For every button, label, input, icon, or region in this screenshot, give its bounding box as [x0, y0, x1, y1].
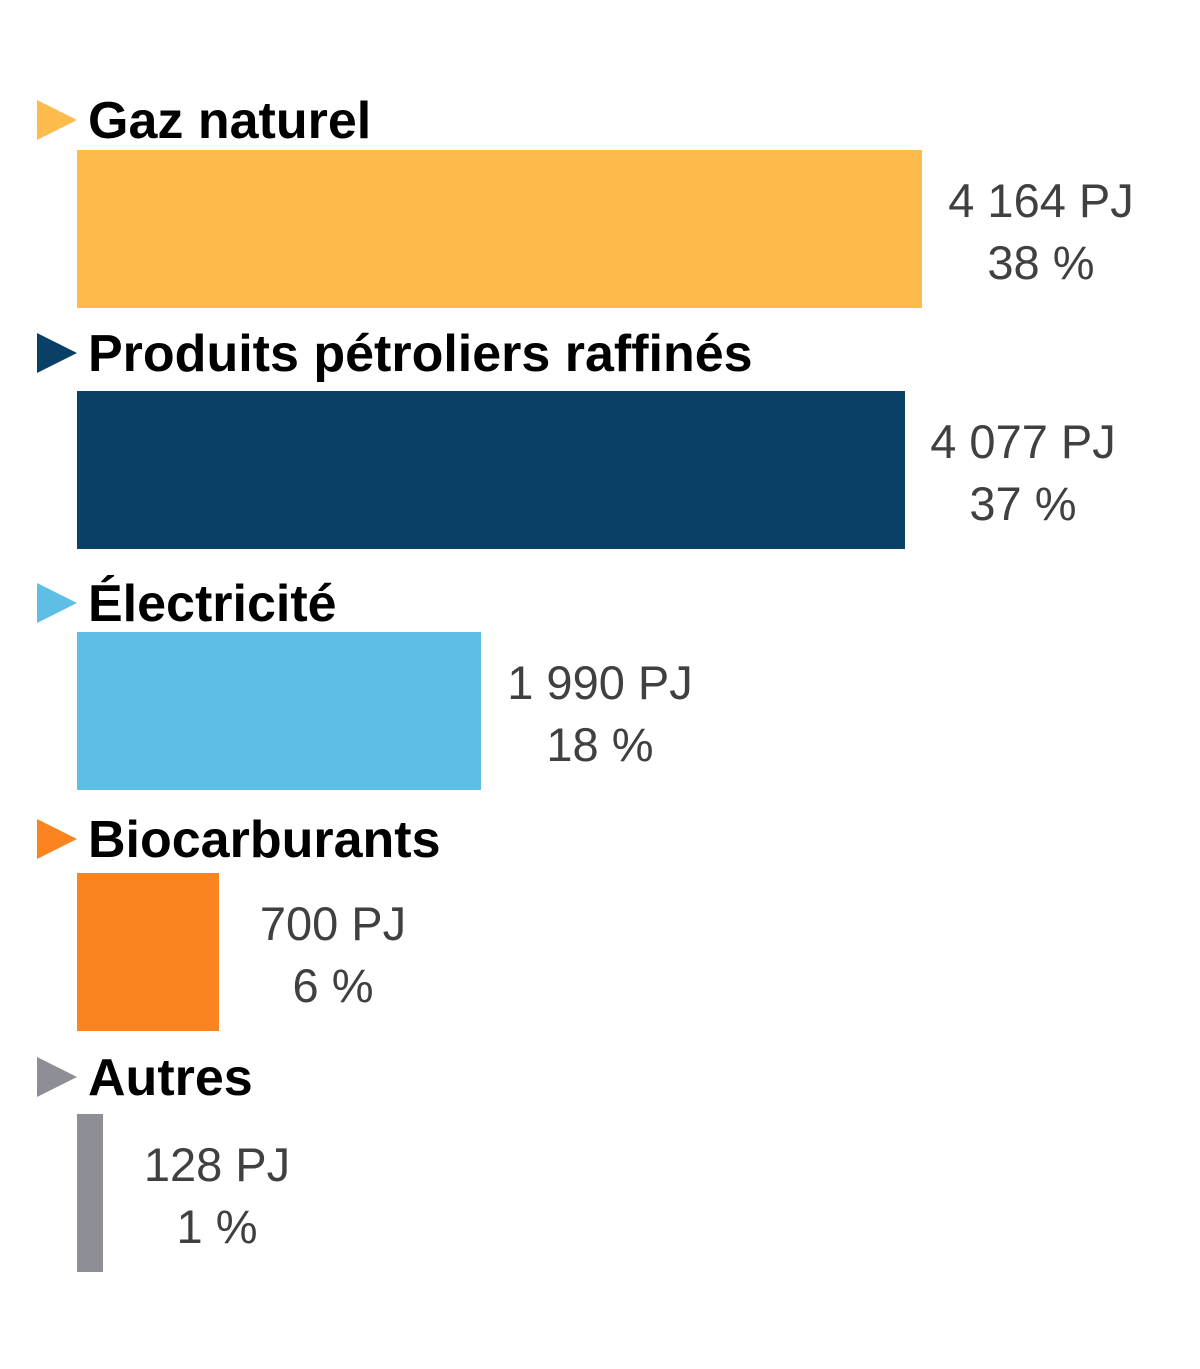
value-percent: 37 % [969, 477, 1077, 530]
value-label: 4 077 PJ 37 % [918, 411, 1128, 535]
value-label: 1 990 PJ 18 % [495, 652, 705, 776]
value-percent: 6 % [292, 959, 374, 1012]
value-amount: 128 PJ [143, 1138, 291, 1191]
value-percent: 18 % [546, 718, 654, 771]
bar [77, 150, 922, 308]
category-label: Produits pétroliers raffinés [88, 325, 753, 383]
bar [77, 873, 219, 1031]
category-label: Autres [88, 1049, 253, 1107]
category-label: Biocarburants [88, 811, 441, 869]
bar [77, 632, 481, 790]
triangle-marker-icon [37, 819, 77, 859]
bar [77, 391, 905, 549]
triangle-marker-icon [37, 1057, 77, 1097]
value-amount: 1 990 PJ [507, 656, 693, 709]
value-label: 700 PJ 6 % [228, 893, 438, 1017]
category-label: Électricité [88, 575, 337, 633]
value-percent: 1 % [176, 1200, 258, 1253]
value-percent: 38 % [987, 236, 1095, 289]
value-amount: 700 PJ [259, 897, 407, 950]
category-label: Gaz naturel [88, 92, 372, 150]
triangle-marker-icon [37, 100, 77, 140]
triangle-marker-icon [37, 333, 77, 373]
value-amount: 4 164 PJ [948, 174, 1134, 227]
bar [77, 1114, 103, 1272]
triangle-marker-icon [37, 583, 77, 623]
value-label: 4 164 PJ 38 % [936, 170, 1146, 294]
value-amount: 4 077 PJ [930, 415, 1116, 468]
value-label: 128 PJ 1 % [112, 1134, 322, 1258]
